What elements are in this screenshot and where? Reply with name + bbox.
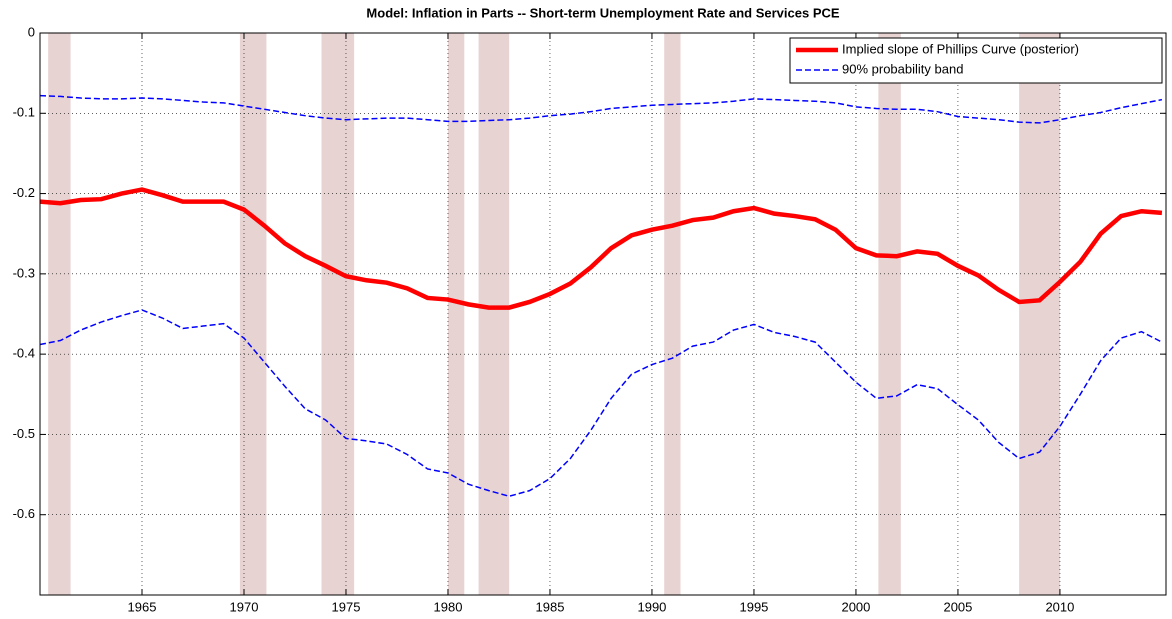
y-tick-label: -0.4 — [13, 346, 35, 361]
x-tick-label: 1985 — [536, 599, 565, 614]
x-tick-label: 2005 — [943, 599, 972, 614]
y-tick-label: -0.2 — [13, 185, 35, 200]
legend-label: Implied slope of Phillips Curve (posteri… — [842, 41, 1079, 56]
series-line — [39, 187, 1163, 310]
x-tick-label: 1995 — [739, 599, 768, 614]
x-tick-label: 1980 — [434, 599, 463, 614]
chart-title: Model: Inflation in Parts -- Short-term … — [366, 5, 839, 20]
recession-shade — [478, 33, 510, 595]
recession-shade — [664, 33, 681, 595]
recession-shade — [48, 33, 71, 595]
y-tick-label: -0.1 — [13, 105, 35, 120]
x-tick-label: 1965 — [128, 599, 157, 614]
y-tick-label: 0 — [28, 24, 35, 39]
x-tick-label: 1975 — [332, 599, 361, 614]
legend-label: 90% probability band — [842, 61, 963, 76]
x-tick-label: 2000 — [841, 599, 870, 614]
x-tick-label: 1990 — [637, 599, 666, 614]
recession-shade — [321, 33, 355, 595]
recession-shade — [447, 33, 465, 595]
y-tick-label: -0.5 — [13, 426, 35, 441]
plot-frame — [39, 32, 1167, 596]
band-lower-line — [39, 309, 1163, 498]
legend-box — [789, 37, 1163, 84]
x-tick-label: 1970 — [230, 599, 259, 614]
y-tick-label: -0.3 — [13, 265, 35, 280]
recession-shade — [239, 33, 267, 595]
band-upper-line — [39, 94, 1163, 124]
y-tick-label: -0.6 — [13, 506, 35, 521]
x-tick-label: 2010 — [1045, 599, 1074, 614]
recession-shade — [1019, 33, 1060, 595]
recession-shade — [878, 33, 901, 595]
